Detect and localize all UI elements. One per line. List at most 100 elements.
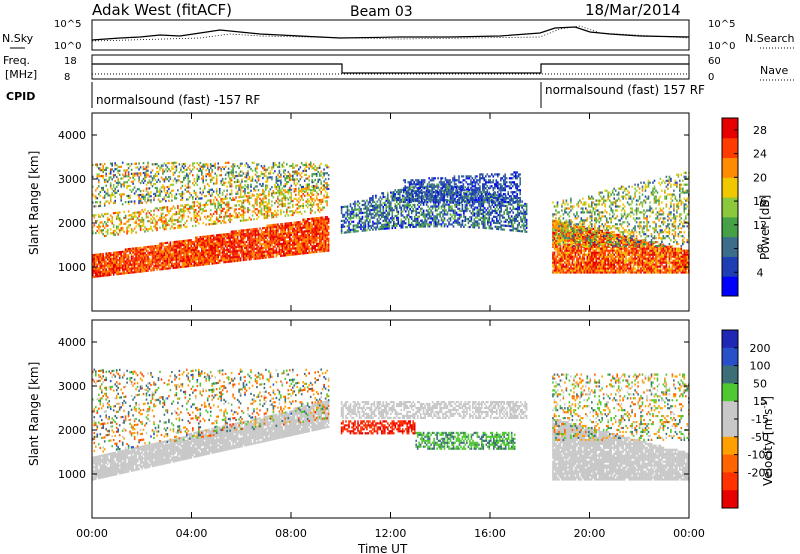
power-cell — [230, 169, 233, 172]
power-cell — [157, 219, 160, 222]
power-cell — [186, 251, 188, 254]
power-cell — [269, 240, 272, 243]
power-cell — [118, 266, 121, 270]
power-cell — [132, 261, 134, 264]
power-cell — [123, 260, 125, 263]
power-cell — [171, 245, 173, 248]
power-cell — [292, 200, 294, 203]
power-cell — [299, 248, 302, 251]
power-cell — [254, 243, 257, 246]
power-cell — [367, 225, 370, 228]
power-cell — [373, 210, 376, 213]
power-cell — [162, 206, 164, 209]
power-cell — [367, 201, 370, 204]
power-cell — [130, 218, 133, 221]
power-cell — [271, 200, 273, 203]
power-cell — [126, 185, 128, 188]
power-cell — [99, 225, 102, 228]
power-cell — [175, 254, 178, 257]
power-cell — [321, 250, 324, 253]
power-cell — [247, 242, 249, 245]
power-cell — [318, 240, 321, 243]
power-cell — [203, 261, 206, 264]
power-cell — [105, 178, 107, 181]
power-cell — [251, 210, 254, 213]
power-cell — [172, 266, 175, 269]
power-cell — [172, 167, 175, 170]
power-cell — [148, 261, 151, 264]
power-cell — [384, 203, 386, 206]
power-cell — [281, 205, 284, 208]
power-cell — [379, 226, 382, 229]
power-cell — [148, 267, 151, 270]
power-cell — [286, 196, 288, 199]
power-cell — [212, 234, 215, 237]
power-cell — [287, 232, 290, 235]
power-cell — [221, 239, 224, 242]
power-cell — [293, 237, 296, 240]
power-cell — [163, 228, 166, 231]
power-cell — [407, 204, 410, 207]
power-cell — [242, 215, 245, 218]
power-cell — [348, 209, 350, 212]
power-cell — [208, 174, 210, 178]
freq-tick-low: 8 — [64, 72, 70, 83]
power-cell — [309, 241, 312, 244]
power-cell — [321, 208, 324, 211]
power-cell — [268, 230, 270, 233]
power-cell — [135, 215, 137, 218]
power-cell — [201, 171, 203, 174]
power-cell — [95, 269, 97, 272]
power-cell — [130, 259, 133, 262]
power-cell — [221, 243, 224, 246]
power-cell — [248, 242, 251, 245]
power-cell — [95, 267, 97, 270]
power-cell — [416, 195, 419, 199]
power-cell — [254, 257, 257, 260]
power-cell — [321, 232, 324, 235]
power-cell — [190, 256, 193, 260]
power-cell — [111, 259, 113, 262]
power-cell — [218, 243, 221, 246]
power-cell — [397, 212, 400, 215]
power-cell — [138, 254, 140, 257]
power-cell — [218, 251, 221, 254]
power-cell — [147, 181, 149, 184]
power-cell — [400, 188, 403, 191]
power-cell — [242, 201, 245, 204]
power-cell — [98, 213, 100, 216]
power-cell — [156, 167, 158, 170]
power-cell — [372, 220, 374, 223]
power-cell — [281, 226, 284, 230]
power-cell — [205, 253, 207, 256]
power-cell — [424, 215, 426, 218]
power-cell — [263, 174, 266, 177]
power-cell — [127, 267, 130, 270]
power-cell — [184, 221, 187, 225]
power-cell — [169, 183, 172, 186]
power-cell — [178, 163, 181, 166]
power-cell — [275, 164, 278, 167]
power-cell — [162, 164, 164, 167]
power-cell — [247, 228, 249, 231]
power-cell — [163, 265, 166, 268]
power-cell — [343, 221, 346, 224]
power-cell — [106, 166, 109, 169]
power-cell — [189, 186, 191, 189]
power-cell — [284, 246, 287, 249]
power-cell — [202, 239, 204, 242]
power-cell — [157, 244, 160, 247]
power-cell — [221, 249, 224, 252]
power-cell — [241, 174, 243, 177]
power-cell — [320, 162, 322, 165]
power-cell — [226, 233, 228, 236]
power-cell — [153, 196, 155, 200]
power-cell — [382, 227, 385, 230]
power-cell — [292, 170, 294, 173]
power-cell — [315, 166, 318, 170]
power-cell — [388, 203, 391, 206]
power-cell — [105, 256, 107, 259]
power-cell — [387, 223, 389, 226]
power-cell — [259, 205, 261, 208]
power-cell — [126, 169, 128, 172]
